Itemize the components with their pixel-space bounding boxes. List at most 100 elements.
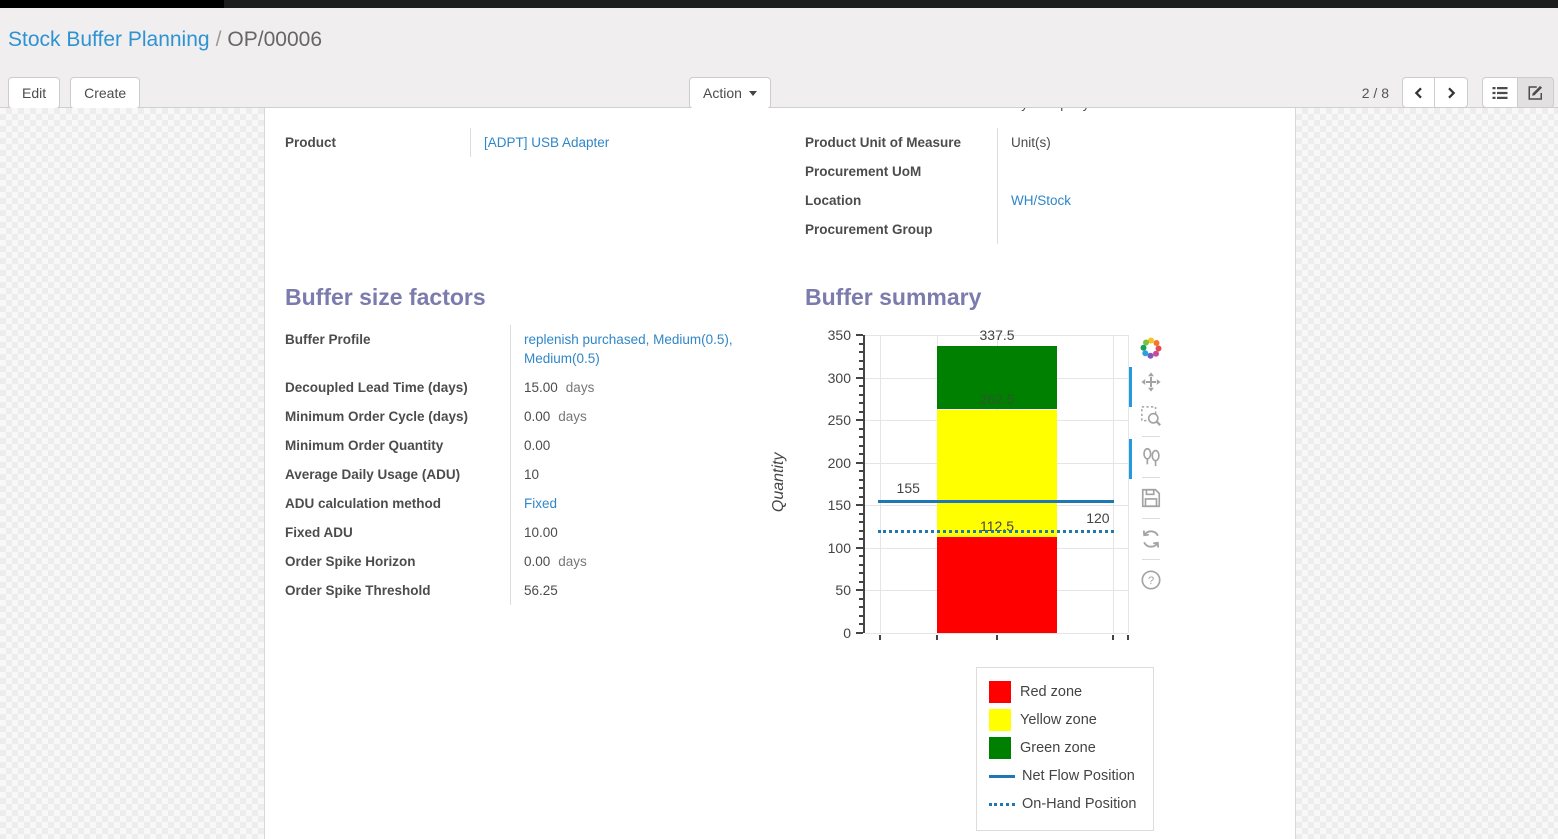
legend-label: Net Flow Position	[1022, 768, 1135, 784]
help-button[interactable]: ?	[1138, 567, 1164, 593]
field-value-link[interactable]: Fixed	[524, 496, 558, 511]
download-plot-button[interactable]	[1138, 485, 1164, 511]
list-view-button[interactable]	[1482, 77, 1518, 108]
chart-y-tick	[859, 538, 863, 541]
chart-y-tick	[859, 623, 863, 626]
legend-label: Yellow zone	[1020, 712, 1097, 728]
top-black-bar	[0, 0, 1558, 8]
chart-y-tick-label: 350	[827, 327, 851, 343]
field-value: replenish purchased, Medium(0.5), Medium…	[510, 325, 765, 373]
field-label: Buffer Profile	[285, 332, 371, 347]
modebar-separator	[1142, 559, 1160, 560]
chart-y-tick	[859, 470, 863, 473]
pager-counter: 2 / 8	[1361, 84, 1389, 101]
field-label: Product	[285, 135, 337, 150]
plotly-logo-button[interactable]	[1138, 335, 1164, 361]
chart-y-tick-label: 100	[827, 539, 851, 556]
chart-y-tick	[859, 436, 863, 439]
form-view-button[interactable]	[1518, 77, 1554, 108]
action-dropdown-button[interactable]: Action	[689, 77, 771, 109]
field-value-link[interactable]: replenish purchased, Medium(0.5), Medium…	[524, 332, 733, 366]
chart-y-tick	[859, 393, 863, 396]
legend-item[interactable]: Yellow zone	[989, 706, 1153, 734]
legend-label: Green zone	[1020, 740, 1096, 756]
chart-y-tick-label: 300	[827, 369, 851, 386]
compare-hover-button[interactable]	[1138, 444, 1164, 470]
chart-y-tick	[856, 504, 863, 507]
legend-item[interactable]: On-Hand Position	[989, 790, 1153, 818]
refresh-icon	[1142, 530, 1160, 548]
field-label: ADU calculation method	[285, 496, 442, 511]
form-view-icon	[1528, 85, 1542, 100]
chart-y-tick	[859, 572, 863, 575]
legend-item[interactable]: Green zone	[989, 734, 1153, 762]
field-value: Unit(s)	[997, 128, 1275, 157]
field-value: 0.00	[510, 431, 765, 460]
pager-next-button[interactable]	[1435, 77, 1468, 108]
pan-mode-button[interactable]	[1138, 369, 1164, 395]
field-value-text: 0.00	[524, 438, 551, 453]
chart-y-tick	[859, 444, 863, 447]
legend-line-icon	[989, 802, 1015, 806]
field-value: 10	[510, 460, 765, 489]
chart-x-tick	[996, 635, 999, 640]
field-label: Minimum Order Cycle (days)	[285, 409, 469, 424]
chart-y-tick	[859, 351, 863, 354]
field-value	[997, 157, 1275, 186]
chart-y-tick	[856, 546, 863, 549]
chart-y-tick	[859, 529, 863, 532]
autoscale-button[interactable]	[1138, 526, 1164, 552]
field-label: Decoupled Lead Time (days)	[285, 380, 468, 395]
field-value-text: Unit(s)	[1011, 135, 1051, 150]
chart-y-tick	[859, 521, 863, 524]
chart-y-tick	[859, 410, 863, 413]
field-value-text: 10	[524, 467, 540, 482]
chart-on-hand-position-line	[878, 529, 1114, 533]
legend-label: On-Hand Position	[1022, 796, 1137, 812]
chart-y-tick	[859, 342, 863, 345]
chart-y-axis-title: Quantity	[769, 452, 787, 513]
legend-swatch-icon	[989, 737, 1011, 759]
field-label: Average Daily Usage (ADU)	[285, 467, 461, 482]
legend-item[interactable]: Net Flow Position	[989, 762, 1153, 790]
breadcrumb-parent-link[interactable]: Stock Buffer Planning	[8, 28, 210, 51]
save-floppy-icon	[1141, 488, 1161, 508]
breadcrumb-separator: /	[215, 28, 222, 51]
legend-swatch-icon	[989, 681, 1011, 703]
chart-y-tick	[856, 376, 863, 379]
field-value-text: 0.00	[524, 554, 551, 569]
chart-y-tick	[859, 478, 863, 481]
pager-previous-button[interactable]	[1402, 77, 1435, 108]
zoom-box-icon	[1141, 406, 1161, 426]
edit-button[interactable]: Edit	[8, 77, 61, 109]
next-arrow-icon	[1448, 87, 1456, 98]
legend-item[interactable]: Red zone	[989, 678, 1153, 706]
field-label: Procurement Group	[805, 222, 933, 237]
chart-y-tick	[859, 427, 863, 430]
field-value: 15.00 days	[510, 373, 765, 402]
field-value-link[interactable]: [ADPT] USB Adapter	[484, 135, 610, 150]
chart-zone-green	[937, 345, 1057, 410]
chart-y-tick	[859, 606, 863, 609]
modebar-active-indicator	[1129, 367, 1132, 407]
zoom-mode-button[interactable]	[1138, 403, 1164, 429]
form-sheet: My Company Product [ADPT] USB Adapter Pro…	[264, 108, 1296, 839]
chart-y-tick	[859, 402, 863, 405]
create-button[interactable]: Create	[70, 77, 141, 109]
modebar-active-indicator	[1129, 439, 1132, 479]
buffer-size-factors-section: Buffer size factors Buffer Profile replen…	[285, 284, 765, 831]
chart-zone-value-label: 337.5	[979, 326, 1015, 343]
pan-icon	[1141, 372, 1161, 392]
chart-y-tick	[859, 597, 863, 600]
field-value: [ADPT] USB Adapter	[470, 128, 765, 157]
chart-gridline	[879, 335, 881, 633]
chart-y-tick	[856, 632, 863, 634]
chart-x-tick	[936, 635, 939, 640]
chart-y-tick	[859, 359, 863, 362]
form-view-area: My Company Product [ADPT] USB Adapter Pro…	[0, 108, 1558, 839]
field-value-link[interactable]: WH/Stock	[1011, 193, 1072, 208]
clipped-field-value: My Company	[1010, 108, 1090, 114]
chart-y-axis-line	[863, 335, 865, 633]
chart-line-value-label: 120	[1086, 509, 1110, 526]
field-label: Procurement UoM	[805, 164, 922, 179]
